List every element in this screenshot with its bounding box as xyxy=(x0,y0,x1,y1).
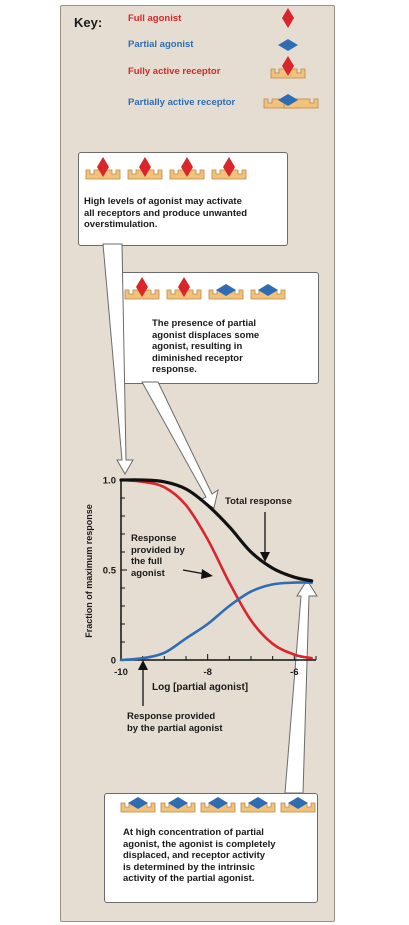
annotation-total-arrow xyxy=(260,512,270,562)
callout-high-levels-pointer xyxy=(102,243,134,476)
callout-high-concentration-receptors xyxy=(120,797,316,813)
chart-tick-labels: 0 0.5 1.0 -10 -8 -6 xyxy=(103,476,299,679)
key-blue-diamond-icon xyxy=(278,39,298,51)
chart-axes xyxy=(120,480,316,661)
key-label-full-agonist: Full agonist xyxy=(128,13,182,24)
callout-high-concentration-pointer xyxy=(284,579,318,794)
y-tick-label: 0 xyxy=(111,656,116,667)
chart-ticks xyxy=(120,479,317,661)
series-total-line xyxy=(119,478,314,583)
callout-presence-receptors xyxy=(124,277,286,300)
x-axis-label: Log [partial agonist] xyxy=(152,682,249,693)
key-title: Key: xyxy=(74,15,103,30)
annotation-total-response: Total response xyxy=(225,496,292,507)
annotation-full-agonist-response: Response provided by the full agonist xyxy=(131,533,185,579)
x-tick-label: -8 xyxy=(203,667,211,678)
key-partially-active-receptor-icon xyxy=(263,94,319,109)
key-label-fully-active-receptor: Fully active receptor xyxy=(128,66,221,77)
annotation-partial-agonist-response: Response provided by the partial agonist xyxy=(127,711,223,734)
key-red-diamond-icon xyxy=(282,8,294,28)
annotation-partial-arrow xyxy=(138,660,148,706)
chart-series xyxy=(119,478,314,662)
callout-high-levels-text: High levels of agonist may activate all … xyxy=(84,196,248,230)
callout-high-levels-receptors xyxy=(85,157,247,180)
callout-high-concentration-text: At high concentration of partial agonist… xyxy=(123,827,276,884)
y-tick-label: 1.0 xyxy=(103,476,116,487)
x-tick-label: -10 xyxy=(114,667,128,678)
series-full-line xyxy=(119,478,313,660)
x-tick-label: -6 xyxy=(290,667,298,678)
annotation-full-arrow xyxy=(182,569,213,579)
key-label-partially-active-receptor: Partially active receptor xyxy=(128,97,236,108)
series-partial-line xyxy=(119,581,313,662)
key-fully-active-receptor-icon xyxy=(270,56,306,79)
key-label-partial-agonist: Partial agonist xyxy=(128,39,194,50)
callout-presence-text: The presence of partial agonist displace… xyxy=(152,318,260,375)
callout-presence-pointer xyxy=(141,381,219,509)
y-tick-label: 0.5 xyxy=(103,566,117,577)
